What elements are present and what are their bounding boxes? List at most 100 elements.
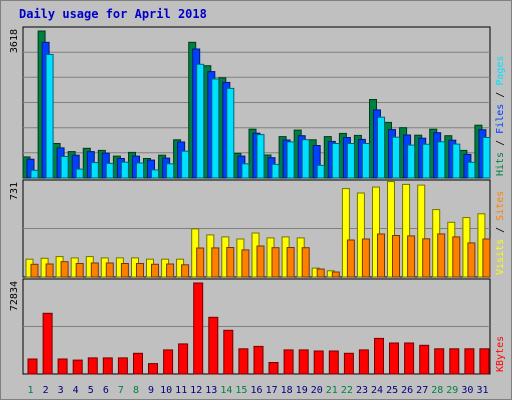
bar-sites-5 [90, 262, 99, 278]
bar-kbytes-4 [72, 359, 83, 375]
day-label-28: 28 [431, 385, 443, 396]
day-label-22: 22 [341, 385, 353, 396]
bar-kbytes-1 [27, 358, 38, 375]
bar-sites-12 [196, 247, 205, 278]
bar-sites-11 [181, 264, 190, 278]
bar-pages-24 [377, 116, 385, 179]
day-label-16: 16 [250, 385, 262, 396]
bar-pages-29 [452, 143, 461, 179]
bar-sites-13 [211, 247, 220, 278]
bar-sites-4 [75, 263, 84, 278]
bar-sites-6 [105, 262, 114, 278]
bar-sites-1 [30, 263, 39, 278]
bar-kbytes-9 [148, 363, 158, 375]
bar-pages-1 [30, 169, 39, 179]
bar-kbytes-14 [223, 329, 234, 375]
bar-sites-25 [392, 235, 400, 278]
legend-entry: Hits [495, 152, 506, 176]
day-label-7: 7 [118, 385, 124, 396]
bar-visits-27 [417, 184, 426, 278]
day-label-27: 27 [416, 385, 428, 396]
day-label-17: 17 [266, 385, 278, 396]
bar-visits-22 [341, 188, 350, 278]
bar-pages-25 [392, 136, 400, 179]
bar-pages-26 [407, 144, 416, 179]
day-label-21: 21 [326, 385, 338, 396]
bar-pages-5 [90, 162, 99, 179]
bar-kbytes-31 [479, 348, 490, 375]
bar-kbytes-10 [163, 349, 174, 375]
day-label-20: 20 [311, 385, 323, 396]
day-label-23: 23 [356, 385, 368, 396]
bar-sites-18 [286, 247, 295, 278]
day-label-4: 4 [73, 385, 79, 396]
bar-visits-23 [356, 192, 365, 278]
bar-sites-30 [467, 242, 476, 278]
bar-pages-17 [271, 163, 280, 179]
bar-pages-7 [120, 161, 129, 179]
legend-middle: Visits / Sites [495, 191, 506, 275]
bar-kbytes-15 [238, 348, 249, 375]
legend-entry: / [495, 134, 506, 152]
bar-pages-15 [241, 163, 250, 179]
bar-kbytes-21 [328, 350, 339, 375]
day-label-30: 30 [461, 385, 473, 396]
day-label-18: 18 [281, 385, 293, 396]
bar-visits-24 [372, 186, 380, 278]
bar-pages-23 [361, 143, 370, 179]
bar-pages-22 [346, 143, 355, 179]
day-label-26: 26 [401, 385, 413, 396]
legend-entry: Sites [495, 191, 506, 221]
bar-pages-16 [256, 134, 265, 179]
bar-pages-9 [151, 169, 159, 179]
legend-entry: / [495, 86, 506, 104]
day-label-19: 19 [296, 385, 308, 396]
bar-pages-18 [286, 141, 295, 179]
bar-pages-13 [211, 78, 220, 179]
bar-sites-27 [422, 238, 431, 278]
bar-sites-2 [45, 263, 54, 278]
bar-sites-17 [271, 247, 280, 278]
bar-pages-11 [181, 150, 190, 179]
legend-bottom: KBytes [495, 336, 506, 372]
day-label-31: 31 [476, 385, 488, 396]
day-label-11: 11 [175, 385, 187, 396]
day-label-25: 25 [386, 385, 398, 396]
bar-kbytes-8 [133, 352, 143, 375]
day-label-29: 29 [446, 385, 458, 396]
bar-sites-22 [346, 239, 355, 278]
bar-kbytes-23 [358, 349, 369, 375]
ymax-label-bottom: 72834 [9, 281, 20, 311]
bar-pages-27 [422, 143, 431, 179]
bar-kbytes-29 [449, 348, 460, 375]
legend-entry: Files [495, 104, 506, 134]
bar-sites-29 [452, 236, 461, 278]
bar-pages-30 [467, 161, 476, 179]
bar-pages-21 [331, 143, 340, 179]
bar-kbytes-19 [298, 349, 309, 375]
bar-kbytes-16 [253, 345, 264, 375]
legend-entry: / [495, 221, 506, 239]
day-label-3: 3 [58, 385, 64, 396]
bar-sites-20 [316, 268, 325, 278]
bar-kbytes-7 [117, 357, 128, 375]
bar-pages-4 [75, 168, 84, 179]
bar-pages-8 [136, 162, 144, 179]
bar-sites-28 [437, 233, 446, 278]
bar-kbytes-18 [283, 349, 294, 375]
bar-kbytes-25 [389, 342, 399, 375]
bar-sites-21 [331, 271, 340, 278]
bar-sites-16 [256, 245, 265, 278]
day-label-9: 9 [148, 385, 154, 396]
bar-kbytes-26 [404, 342, 415, 375]
day-label-8: 8 [133, 385, 139, 396]
ymax-label-middle: 731 [9, 182, 20, 200]
bar-sites-10 [166, 263, 175, 278]
bar-kbytes-2 [42, 312, 53, 375]
bar-pages-28 [437, 141, 446, 179]
ymax-label-top: 3618 [9, 29, 20, 53]
bar-pages-10 [166, 163, 175, 179]
chart-title: Daily usage for April 2018 [19, 7, 207, 21]
day-label-1: 1 [27, 385, 33, 396]
